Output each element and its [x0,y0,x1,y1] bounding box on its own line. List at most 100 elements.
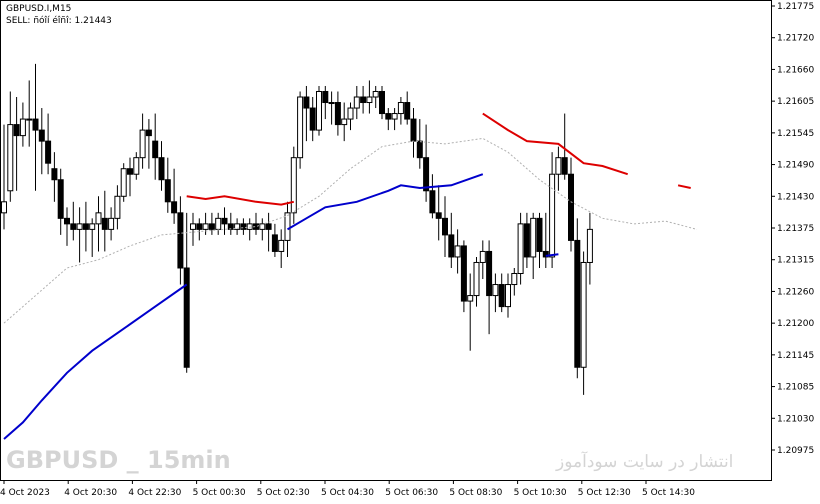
candle [586,212,593,285]
up-trend-line [286,173,484,231]
candle [492,273,499,313]
candle [45,113,52,175]
candle [366,80,373,114]
down-trend-line [677,184,691,189]
symbol-timeframe-label: GBPUSD.I,M15 [6,4,72,14]
candle [208,212,215,235]
candle-body-down [240,223,247,230]
candle [13,97,20,191]
candle [253,212,259,235]
candle [561,113,568,180]
candle-body-up [473,261,480,297]
candle-body-down [196,223,203,230]
candle [486,240,493,335]
candle [448,212,455,268]
x-tick-label: 5 Oct 04:30 [321,488,374,498]
candle [429,174,436,219]
candle [442,196,448,257]
candle [397,97,404,125]
candle-body-down [404,102,411,120]
candle [416,119,423,169]
candle [190,212,196,246]
candle [7,91,14,202]
candle [183,212,190,373]
x-axis-ticks: 4 Oct 2023 4 Oct 20:30 4 Oct 22:30 5 Oct 00… [0,480,695,498]
candle-body-up [19,118,26,137]
candle-body-down [227,223,234,230]
candle [57,168,64,235]
candle-body-down [498,284,505,308]
candle [536,212,543,268]
candle [38,108,45,175]
y-tick-label: 1.21145 [777,351,814,361]
candle-body-down [442,217,448,236]
down-trend-line [186,195,295,206]
candle-body-down [45,140,52,164]
candle [19,102,26,147]
y-tick-label: 1.21660 [777,65,814,75]
watermark-site: انتشار در سایت سودآموز [556,452,734,472]
candle [309,97,316,142]
candle [133,152,140,180]
candle [347,102,354,131]
candle-body-up [454,245,461,258]
plot-frame [0,0,772,481]
candle-body-up [505,284,511,308]
candle [95,196,102,252]
candle [26,80,33,147]
x-tick-label: 5 Oct 10:30 [514,488,567,498]
candle-body-down [523,223,530,258]
candle-body-down [322,90,329,104]
candle-body-down [385,113,392,120]
y-tick-label: 1.21605 [777,97,814,107]
candle-body-up [391,113,398,120]
candle-body-up [347,107,354,120]
candle [114,185,121,230]
candle-body-up [316,90,322,131]
candle-body-down [568,173,574,241]
candle [580,251,587,395]
candle [271,223,278,257]
candle-body-up [290,157,297,214]
candle [108,207,115,241]
candle [454,229,461,274]
candle-body-up [372,90,379,98]
candle-body-up [234,223,241,230]
candle [410,108,417,158]
candle [404,91,411,125]
x-tick-label: 4 Oct 20:30 [64,488,117,498]
candle-body-down [416,140,423,159]
x-tick-label: 5 Oct 12:30 [578,488,631,498]
candle [568,157,574,252]
candle-body-down [183,267,190,368]
candle [435,185,442,241]
candle [353,85,360,120]
candle-body-down [410,118,417,142]
candle-body-down [51,168,58,181]
candle-body-down [265,223,272,230]
candle [530,212,537,280]
axes-layer [0,0,772,481]
candle-body-up [479,250,486,263]
candle [51,152,58,202]
candle [1,124,7,230]
watermark-symbol: GBPUSD _ 15min [6,446,231,474]
y-tick-label: 1.21490 [777,161,814,171]
candles-layer [1,63,593,395]
candle-body-down [542,250,549,258]
candle [423,124,430,202]
signal-label: SELL: ñóîí éîñî: 1.21443 [6,16,112,26]
y-tick-label: 1.21430 [777,192,814,202]
candle-body-down [32,118,39,131]
candle [127,157,133,197]
candle-body-up [467,295,474,302]
candle-body-down [164,179,171,203]
candle-body-down [309,107,316,131]
y-tick-label: 1.21720 [777,34,814,44]
candle [372,85,379,109]
y-tick-label: 1.21085 [777,383,814,393]
candle [221,207,228,235]
ma-dotted-line [3,137,698,324]
candle-body-down [152,140,159,159]
up-trend-line [545,253,559,257]
